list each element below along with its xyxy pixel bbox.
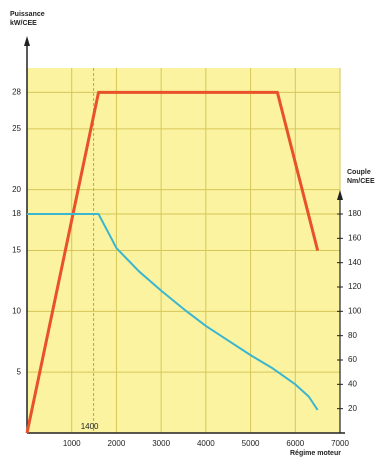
y2-tick-label: 100 (348, 306, 362, 315)
series-line (27, 213, 319, 411)
y-tick-label: 15 (12, 246, 21, 255)
y-tick-label: 5 (17, 367, 22, 376)
y2-tick-label: 60 (348, 355, 357, 364)
y-axis-arrow (24, 36, 30, 46)
y2-tick-label: 160 (348, 233, 362, 242)
y-tick-label: 10 (12, 306, 21, 315)
y2-tick-label: 140 (348, 258, 362, 267)
x-axis-label: Régime moteur (290, 450, 341, 457)
x-tick-label: 6000 (286, 439, 304, 448)
y-axis-label: Puissance (10, 11, 45, 18)
x-tick-label: 3000 (152, 439, 170, 448)
y2-tick-label: 40 (348, 379, 357, 388)
y2-tick-label: 120 (348, 282, 362, 291)
series-line (25, 90, 320, 434)
y2-tick-label: 20 (348, 404, 357, 413)
y2-axis-arrow (337, 190, 343, 200)
y-tick-label: 18 (12, 209, 21, 218)
y2-axis-label: Couple (347, 169, 371, 176)
x-tick-label: 7000 (331, 439, 349, 448)
y-tick-label: 25 (12, 124, 21, 133)
marker-label: 1400 (81, 422, 99, 431)
y2-axis-label: Nm/CEE (347, 178, 375, 185)
x-tick-label: 5000 (242, 439, 260, 448)
x-tick-label: 4000 (197, 439, 215, 448)
x-tick-label: 1000 (63, 439, 81, 448)
x-tick-label: 2000 (108, 439, 126, 448)
y-tick-label: 28 (12, 87, 21, 96)
y2-tick-label: 80 (348, 331, 357, 340)
y-tick-label: 20 (12, 185, 21, 194)
y-axis-label: kW/CEE (10, 20, 37, 27)
y2-tick-label: 180 (348, 209, 362, 218)
